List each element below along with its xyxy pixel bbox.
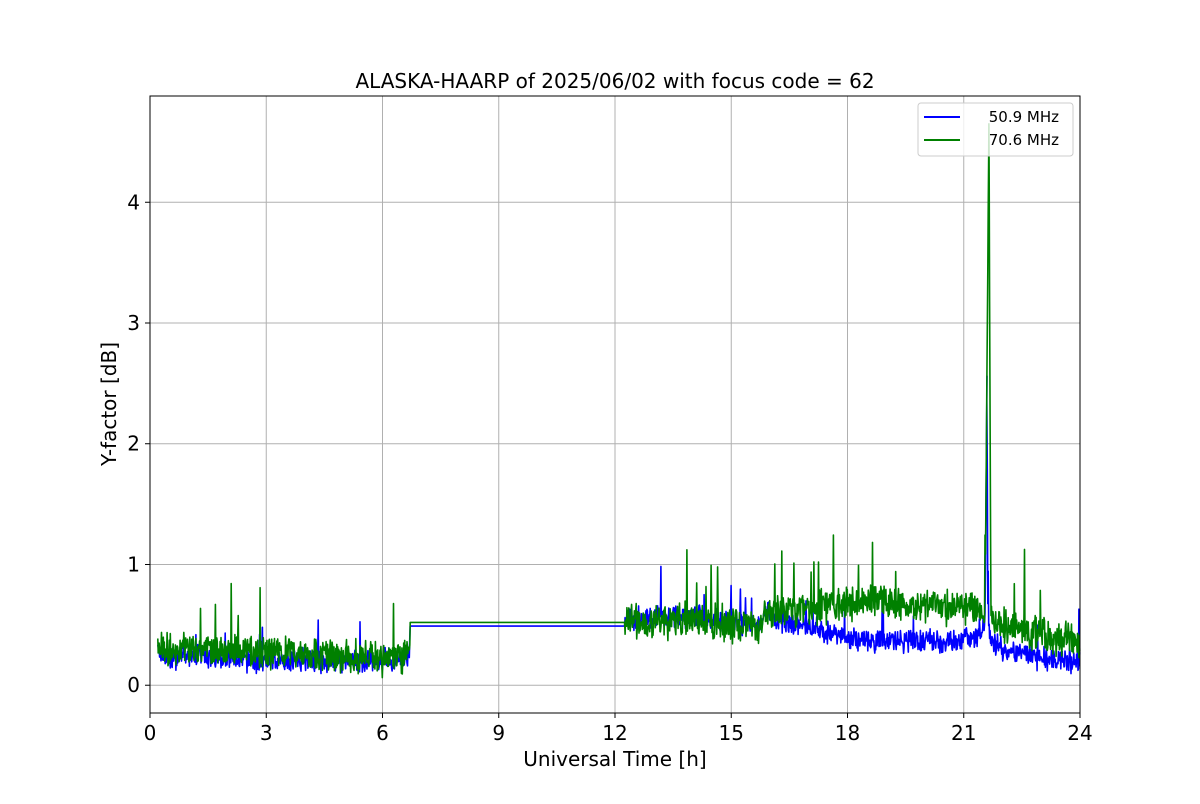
x-tick-label: 21 — [951, 721, 976, 745]
legend-label: 70.6 MHz — [989, 131, 1059, 149]
y-tick-label: 3 — [127, 311, 140, 335]
chart-title: ALASKA-HAARP of 2025/06/02 with focus co… — [355, 69, 874, 93]
y-axis-label: Y-factor [dB] — [97, 342, 121, 467]
x-tick-label: 9 — [492, 721, 505, 745]
x-tick-label: 12 — [602, 721, 627, 745]
y-tick-label: 4 — [127, 190, 140, 214]
legend-label: 50.9 MHz — [989, 108, 1059, 126]
series-lines — [157, 123, 1081, 679]
x-tick-label: 6 — [376, 721, 389, 745]
legend: 50.9 MHz 70.6 MHz — [917, 102, 1074, 157]
y-tick-label: 1 — [127, 552, 140, 576]
x-tick-label: 15 — [719, 721, 744, 745]
y-tick-label: 2 — [127, 432, 140, 456]
y-tick-label: 0 — [127, 673, 140, 697]
x-tick-label: 0 — [144, 721, 157, 745]
x-tick-label: 18 — [835, 721, 860, 745]
series-line-1 — [157, 123, 1081, 679]
x-tick-label: 3 — [260, 721, 273, 745]
x-axis-label: Universal Time [h] — [523, 747, 706, 771]
x-tick-label: 24 — [1067, 721, 1092, 745]
